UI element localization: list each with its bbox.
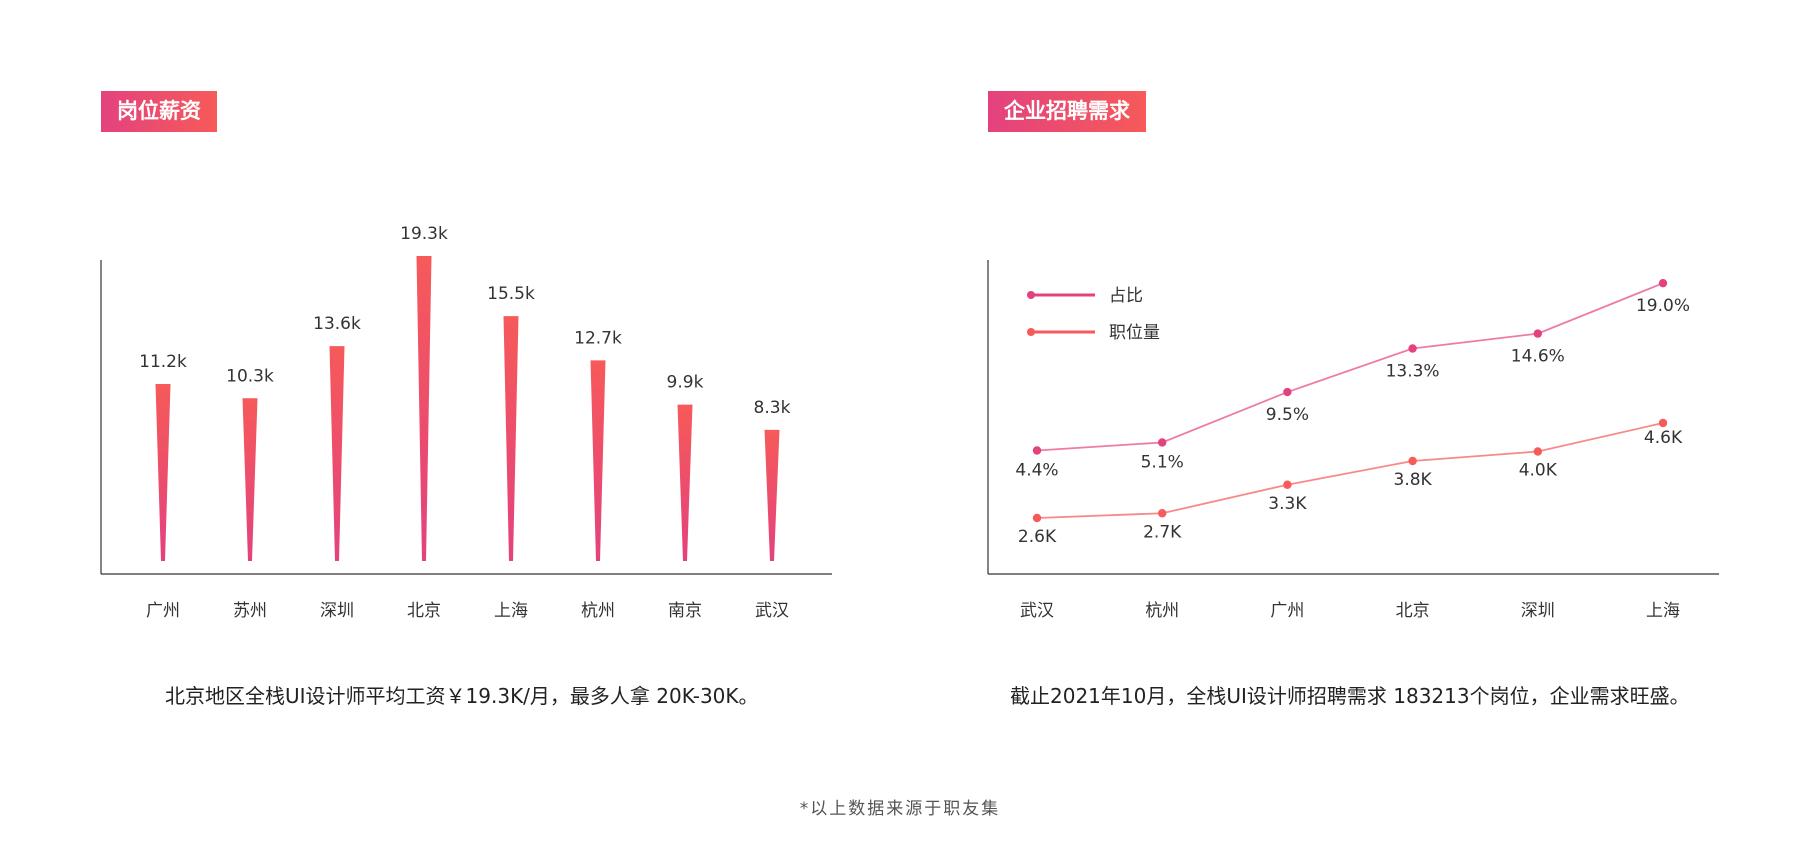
data-point [1408,456,1417,466]
series-line-jobs [1036,422,1664,519]
point-value-label: 4.0K [1519,461,1558,481]
demand-caption: 截止2021年10月，全栈UI设计师招聘需求 183213个岗位，企业需求旺盛。 [1010,684,1690,708]
series-line-share [1036,282,1664,452]
point-value-label: 14.6% [1511,347,1565,367]
bar-苏州 [242,398,258,561]
x-tick-label: 深圳 [1521,601,1555,621]
x-tick-label: 广州 [146,601,180,621]
x-tick-label: 苏州 [233,601,267,621]
point-value-label: 2.6K [1018,527,1057,547]
bar-武汉 [764,429,780,561]
x-tick-label: 杭州 [1145,601,1179,621]
data-point [1533,447,1543,456]
legend-label: 占比 [1109,286,1143,306]
point-value-label: 5.1% [1141,452,1184,472]
bar-value-label: 19.3k [400,224,448,244]
bar-value-label: 12.7k [574,328,622,348]
salary-section-tag: 岗位薪资 [101,91,217,132]
bar-value-label: 9.9k [667,373,704,393]
bar-value-label: 10.3k [226,366,274,386]
data-point [1032,446,1042,455]
data-point [1158,438,1167,447]
x-tick-label: 上海 [1646,601,1680,621]
x-tick-label: 上海 [494,601,528,621]
x-tick-label: 北京 [407,601,441,621]
salary-bar-chart: 11.2k 10.3k 13.6k 19.3k 15.5k 12.7k 9.9k 8.3k 广… [100,224,832,621]
point-value-label: 13.3% [1386,362,1440,382]
point-value-label: 3.8K [1394,470,1433,490]
bar-南京 [677,404,693,561]
data-point [1283,480,1292,489]
bar-value-label: 13.6k [313,314,361,334]
point-value-label: 2.7K [1143,522,1182,542]
point-value-label: 4.6K [1644,428,1683,448]
bar-value-label: 11.2k [139,352,187,372]
data-point [1158,509,1167,518]
demand-section-tag: 企业招聘需求 [988,91,1146,132]
point-value-label: 4.4% [1015,461,1058,481]
data-point [1283,387,1292,397]
point-value-label: 3.3K [1268,494,1307,514]
bar-深圳 [329,346,345,561]
data-point [1658,278,1668,288]
data-source-footnote: *以上数据来源于职友集 [799,799,1001,819]
bar-广州 [155,384,171,561]
data-point [1032,513,1042,523]
bar-value-label: 15.5k [487,284,535,304]
data-point [1408,344,1417,353]
salary-caption: 北京地区全栈UI设计师平均工资￥19.3K/月，最多人拿 20K-30K。 [165,684,759,708]
bar-value-label: 8.3k [754,398,791,418]
bar-上海 [503,316,519,561]
x-tick-label: 北京 [1396,601,1430,621]
bar-杭州 [590,360,606,561]
x-tick-label: 深圳 [320,601,354,621]
x-tick-label: 武汉 [755,601,789,621]
point-value-label: 19.0% [1636,296,1690,316]
bar-北京 [416,256,432,561]
data-point [1658,418,1668,428]
data-point [1533,329,1543,338]
point-value-label: 9.5% [1266,405,1309,425]
legend-label: 职位量 [1109,323,1160,343]
x-tick-label: 南京 [668,601,702,621]
legend-marker [1027,328,1035,336]
x-tick-label: 杭州 [581,601,615,621]
x-tick-label: 武汉 [1020,601,1054,621]
legend-marker [1027,291,1035,299]
x-tick-label: 广州 [1270,601,1304,621]
